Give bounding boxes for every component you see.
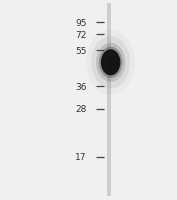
Ellipse shape <box>96 43 125 82</box>
Ellipse shape <box>99 47 122 79</box>
Ellipse shape <box>86 30 135 95</box>
Bar <box>107 4 111 196</box>
Text: 28: 28 <box>75 105 87 113</box>
Text: 72: 72 <box>75 31 87 39</box>
Text: 55: 55 <box>75 47 87 55</box>
Ellipse shape <box>91 37 130 89</box>
Text: 95: 95 <box>75 19 87 27</box>
Text: 17: 17 <box>75 153 87 161</box>
Text: 36: 36 <box>75 83 87 91</box>
Ellipse shape <box>101 50 120 76</box>
